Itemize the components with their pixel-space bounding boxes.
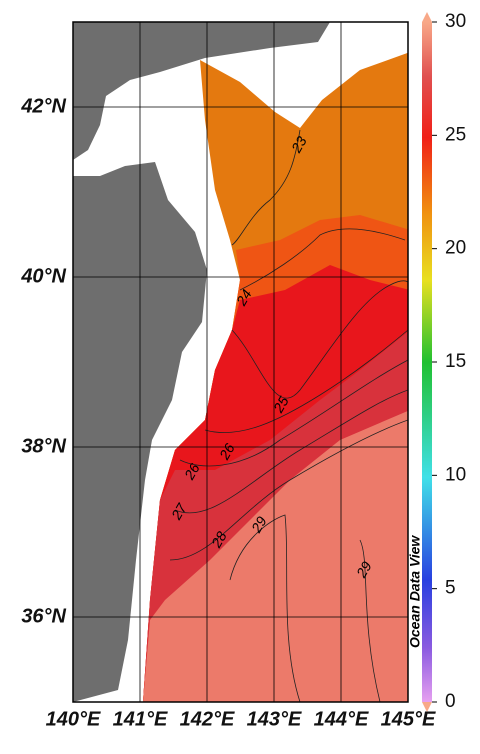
contour-label: 29 (248, 513, 270, 536)
y-tick-label: 38°N (21, 435, 66, 457)
contour-label: 23 (288, 133, 310, 156)
colorbar-label: 30 (445, 11, 466, 32)
x-tick-label: 144°E (314, 708, 369, 730)
x-tick-label: 145°E (381, 708, 436, 730)
colorbar-label: 5 (445, 578, 456, 599)
x-tick-label: 142°E (180, 708, 235, 730)
contour-label: 24 (233, 286, 255, 309)
x-tick-label: 143°E (247, 708, 302, 730)
x-tick-label: 140°E (46, 708, 101, 730)
colorbar-label: 10 (445, 464, 466, 485)
colorbar-label: 20 (445, 238, 466, 259)
colorbar-label: 25 (445, 124, 466, 145)
contour-label: 28 (208, 528, 230, 551)
contour-label: 25 (270, 393, 292, 416)
sst-salmon (143, 410, 408, 702)
colorbar-label: 15 (445, 351, 466, 372)
colorbar (422, 22, 432, 702)
y-tick-label: 40°N (20, 265, 66, 287)
colorbar-label: 0 (445, 691, 456, 712)
contour-label: 29 (353, 558, 375, 581)
land (73, 22, 330, 160)
map-area (73, 22, 408, 702)
x-tick-label: 141°E (113, 708, 168, 730)
contour-label: 26 (181, 460, 203, 483)
y-tick-label: 36°N (21, 605, 66, 627)
contour-label: 26 (216, 440, 238, 463)
y-tick-label: 42°N (20, 95, 66, 117)
watermark: Ocean Data View (407, 535, 423, 648)
